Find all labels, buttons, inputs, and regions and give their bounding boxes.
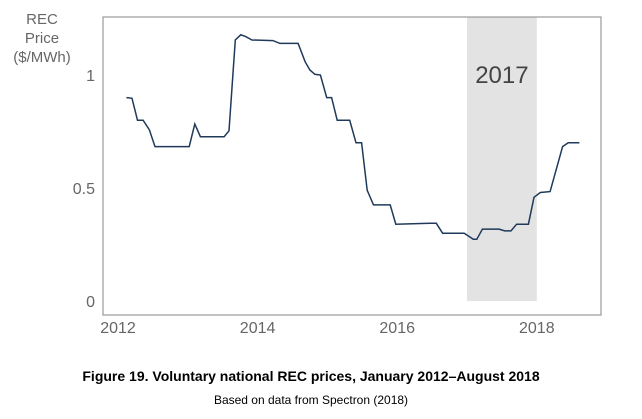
y-tick-label: 1 — [86, 68, 95, 85]
x-tick-label: 2016 — [379, 320, 415, 337]
y-axis-label-line-1: REC — [26, 11, 58, 28]
highlight-band-2017 — [467, 17, 537, 301]
y-tick-label: 0.5 — [73, 181, 95, 198]
x-tick-label: 2012 — [100, 320, 136, 337]
y-tick-label: 0 — [86, 294, 95, 311]
figure-source: Based on data from Spectron (2018) — [213, 393, 409, 407]
y-axis-label-line-3: ($/MWh) — [13, 49, 71, 66]
x-tick-label: 2018 — [519, 320, 555, 337]
figure-caption: Figure 19. Voluntary national REC prices… — [82, 368, 540, 384]
rec-price-line — [126, 33, 580, 241]
x-tick-label: 2014 — [240, 320, 276, 337]
highlight-band-label: 2017 — [475, 62, 528, 89]
y-axis-label-line-2: Price — [25, 30, 59, 47]
plot-frame — [102, 16, 602, 316]
